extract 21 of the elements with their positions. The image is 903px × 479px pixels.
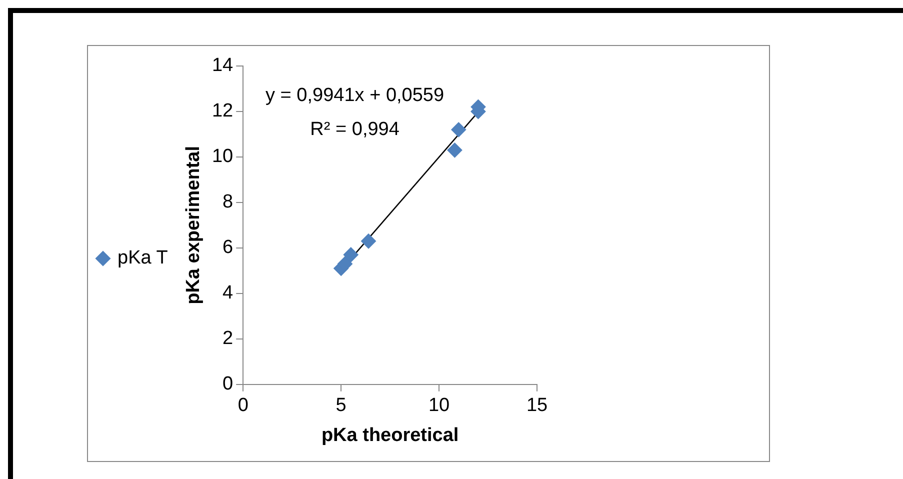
x-tick-label: 15 [526, 395, 548, 416]
x-tick-label: 10 [428, 395, 450, 416]
annotation: y = 0,9941x + 0,0559 [266, 85, 444, 106]
point [451, 122, 466, 138]
x-tick-label: 0 [238, 395, 248, 416]
legend-label: pKa T [118, 248, 168, 269]
y-tick-label: 0 [222, 374, 234, 395]
y-tick-label: 4 [222, 282, 234, 304]
y-tick-label: 14 [212, 55, 234, 76]
y-tick-label: 12 [212, 100, 234, 122]
y-axis-title: pKa experimental [182, 146, 204, 304]
point [343, 247, 358, 262]
y-tick-label: 8 [222, 192, 234, 213]
point [447, 142, 462, 158]
annotation: R² = 0,994 [310, 119, 400, 140]
x-axis-title: pKa theoretical [321, 424, 459, 446]
y-tick-label: 6 [222, 237, 234, 258]
y-tick-label: 2 [222, 328, 234, 350]
x-tick-label: 5 [336, 395, 346, 416]
point [361, 234, 376, 249]
y-tick-label: 10 [212, 146, 234, 168]
